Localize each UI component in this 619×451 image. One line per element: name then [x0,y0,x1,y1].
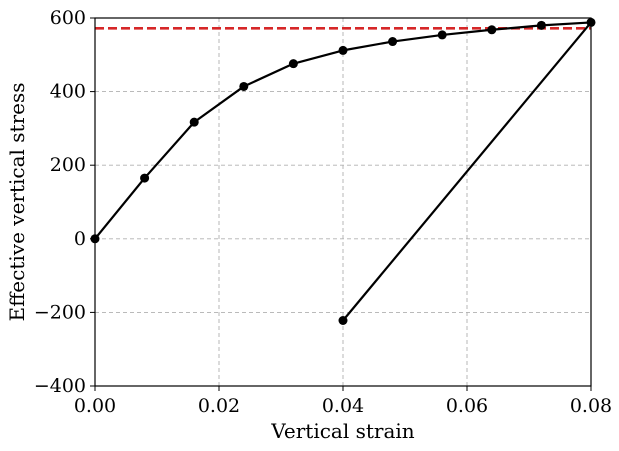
series-points [90,17,596,325]
x-tick-label: 0.04 [322,395,364,417]
y-tick-label: −200 [34,301,86,323]
x-axis-ticks: 0.00 0.02 0.04 0.06 0.08 [74,386,612,417]
data-point [288,59,298,69]
data-point [338,45,348,55]
data-point [487,25,497,35]
data-point [338,315,348,325]
x-tick-label: 0.06 [446,395,488,417]
y-axis-label: Effective vertical stress [5,82,29,321]
data-point [239,81,249,91]
data-point [536,20,546,30]
y-tick-label: −400 [34,375,86,397]
data-point [388,37,398,47]
data-point [437,30,447,40]
x-axis-label: Vertical strain [270,419,414,443]
x-tick-label: 0.00 [74,395,116,417]
y-tick-label: 600 [50,7,86,29]
data-point [189,117,199,127]
y-tick-label: 0 [74,228,86,250]
y-tick-label: 200 [50,154,86,176]
y-tick-label: 400 [50,81,86,103]
x-tick-label: 0.02 [198,395,240,417]
y-axis-ticks: −400 −200 0 200 400 600 [34,7,95,397]
series-line [94,21,593,322]
series-lines [94,21,593,322]
x-tick-label: 0.08 [570,395,612,417]
data-point [140,173,150,183]
